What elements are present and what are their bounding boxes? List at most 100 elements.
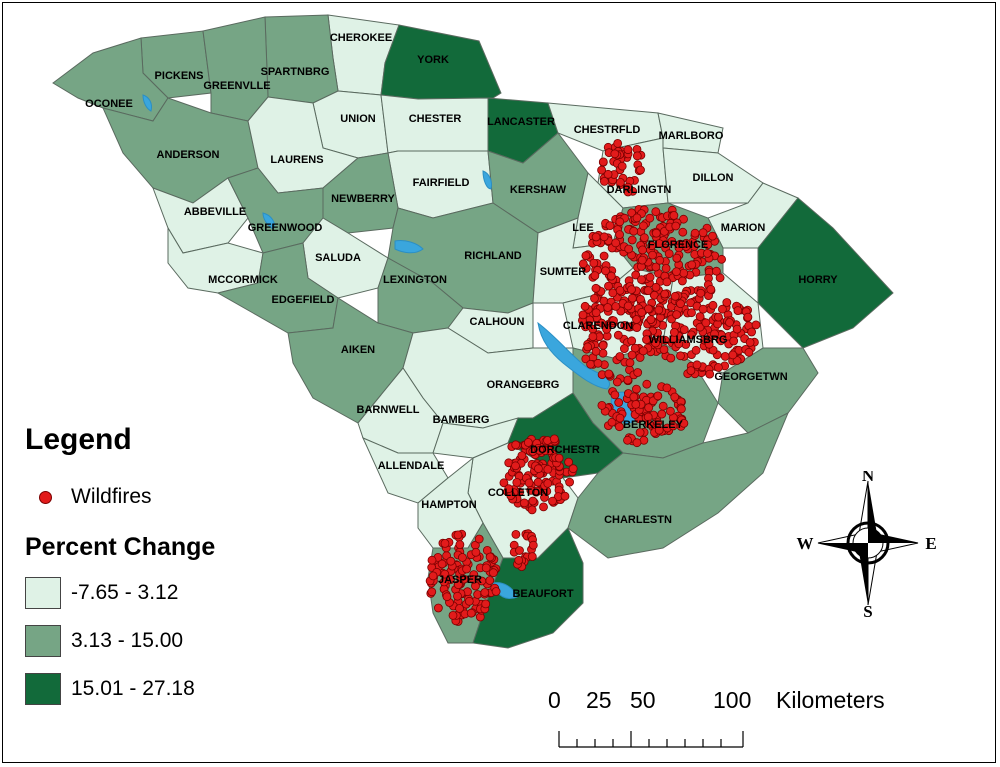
wildfire-points (425, 138, 761, 626)
wildfire-point (632, 384, 641, 394)
wildfire-point (603, 169, 613, 179)
wildfire-point (591, 283, 601, 293)
county-label: ORANGEBRG (487, 379, 560, 391)
county-label: DARLINGTN (607, 184, 672, 196)
wildfire-point (597, 400, 607, 410)
county-label: PICKENS (155, 70, 204, 82)
wildfire-point (672, 310, 681, 320)
water-body (537, 321, 611, 390)
wildfire-point (442, 592, 452, 602)
scale-tick-50: 50 (630, 687, 656, 713)
wildfire-point (654, 305, 664, 315)
south-carolina-map: CHEROKEE YORK PICKENS SPARTNBRG GREENVLLE OCO… (52, 14, 894, 649)
wildfire-point (691, 345, 701, 355)
wildfire-point (645, 213, 655, 223)
wildfire-point (718, 304, 727, 314)
wildfire-point (671, 221, 681, 231)
wildfire-point (632, 323, 642, 333)
county-label: LEE (572, 222, 593, 234)
wildfire-point (453, 591, 462, 601)
wildfire-point (601, 266, 610, 276)
wildfire-point (627, 350, 637, 360)
wildfire-point (481, 599, 491, 609)
wildfire-point (523, 438, 533, 447)
wildfire-point (427, 555, 437, 565)
wildfire-point (597, 165, 606, 175)
scale-tick-100: 100 (713, 687, 752, 713)
wildfire-point (624, 244, 634, 254)
county-label: OCONEE (85, 98, 133, 110)
wildfire-point (701, 318, 711, 328)
wildfire-point (627, 235, 637, 245)
wildfire-point (589, 258, 599, 268)
wildfire-point (728, 350, 738, 360)
wildfire-point (638, 245, 647, 255)
wildfire-point (468, 575, 478, 584)
wildfire-point (625, 358, 635, 368)
wildfire-point (604, 369, 614, 379)
wildfire-point (599, 251, 609, 261)
wildfire-point (613, 330, 623, 340)
county-label: BERKELEY (623, 419, 684, 431)
wildfire-point (590, 293, 599, 303)
wildfire-point (448, 611, 458, 620)
wildfire-point (627, 285, 636, 295)
wildfire-point (528, 540, 538, 550)
water-body (394, 240, 424, 254)
county-label: ANDERSON (157, 149, 220, 161)
wildfire-point (679, 418, 689, 428)
wildfire-point (512, 477, 522, 487)
wildfire-point (480, 588, 490, 597)
wildfire-point (674, 339, 684, 349)
wildfire-point (672, 267, 681, 277)
wildfire-point (644, 403, 654, 413)
wildfire-point (613, 138, 623, 148)
wildfire-point (581, 354, 591, 364)
wildfire-point (603, 303, 613, 312)
wildfire-point (717, 254, 726, 264)
county-label: LAURENS (270, 154, 323, 166)
wildfire-point (638, 346, 648, 356)
wildfire-point (623, 182, 633, 192)
wildfire-point (534, 464, 543, 474)
county-greenvlle (202, 16, 269, 122)
wildfire-point (648, 250, 657, 260)
wildfire-point (560, 491, 570, 501)
wildfire-point (646, 315, 656, 325)
county-label: EDGEFIELD (272, 294, 335, 306)
wildfire-point (698, 304, 708, 314)
wildfire-point (690, 228, 700, 238)
county-label: BAMBERG (433, 414, 490, 426)
scale-tick-25: 25 (586, 687, 612, 713)
scale-unit: Kilometers (776, 687, 885, 713)
wildfire-point (664, 249, 674, 259)
wildfire-point (583, 342, 593, 352)
wildfire-point (586, 359, 595, 369)
wildfire-point (606, 271, 616, 281)
county-label: FLORENCE (648, 239, 709, 251)
wildfire-point (623, 435, 632, 445)
wildfire-point (543, 464, 553, 474)
county-label: JASPER (438, 574, 482, 586)
wildfire-point (676, 351, 685, 361)
wildfire-point (636, 165, 645, 175)
wildfire-point (703, 248, 712, 258)
wildfire-point (705, 369, 715, 379)
wildfire-point (651, 262, 661, 272)
wildfire-point (651, 282, 661, 292)
county-charlestn (567, 411, 789, 559)
wildfire-point (462, 564, 472, 574)
wildfire-point (632, 151, 642, 161)
county-label: MCCORMICK (208, 274, 278, 286)
county-label: FAIRFIELD (413, 177, 470, 189)
county-label: NEWBERRY (331, 193, 395, 205)
county-label: GREENWOOD (248, 222, 323, 234)
wildfire-point (580, 301, 590, 311)
wildfire-point (653, 391, 663, 401)
wildfire-point (732, 324, 742, 334)
wildfire-point (598, 340, 608, 350)
county-label: KERSHAW (510, 184, 567, 196)
wildfire-point (642, 335, 651, 345)
county-label: RICHLAND (464, 250, 521, 262)
legend-swatch-mid (25, 625, 61, 657)
